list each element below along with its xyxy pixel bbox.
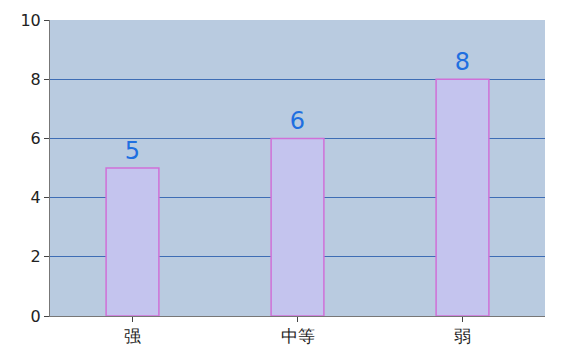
svg-text:弱: 弱 [454, 326, 471, 346]
svg-text:8: 8 [31, 70, 41, 89]
svg-text:10: 10 [20, 11, 40, 30]
svg-text:8: 8 [455, 48, 470, 76]
svg-text:4: 4 [31, 188, 41, 207]
svg-text:5: 5 [125, 137, 140, 165]
svg-text:中等: 中等 [281, 326, 315, 346]
svg-text:6: 6 [290, 107, 305, 135]
svg-text:强: 强 [124, 326, 141, 346]
svg-text:2: 2 [31, 247, 41, 266]
svg-text:0: 0 [31, 307, 41, 326]
svg-text:6: 6 [31, 129, 41, 148]
